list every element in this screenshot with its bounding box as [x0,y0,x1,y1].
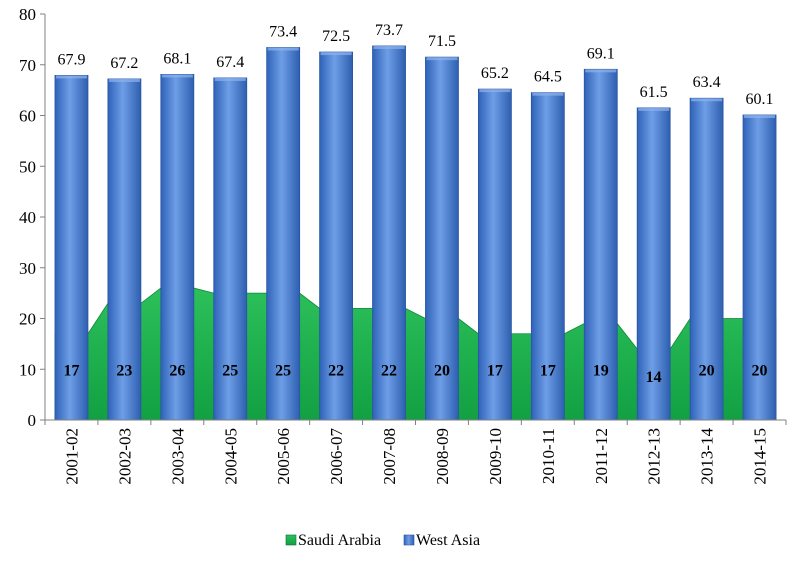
data-label-west-asia-2008-09: 71.5 [428,33,456,50]
data-label-saudi-arabia-2006-07: 22 [328,362,344,379]
data-label-west-asia-2009-10: 65.2 [481,65,509,82]
x-tick-label-2005-06: 2005-06 [274,428,293,485]
bar-west-asia-2003-04 [160,73,195,421]
x-tick-label-2011-12: 2011-12 [592,428,611,484]
data-label-saudi-arabia-2014-15: 20 [752,362,768,379]
bar-highlight-2007-08 [373,45,405,49]
data-label-west-asia-2013-14: 63.4 [693,74,721,91]
x-tick-label-2003-04: 2003-04 [168,428,187,485]
bar-highlight-2012-13 [638,107,670,111]
data-label-saudi-arabia-2012-13: 14 [646,369,662,386]
data-label-saudi-arabia-2009-10: 17 [487,362,503,379]
data-label-west-asia-2006-07: 72.5 [322,28,350,45]
y-tick-label-20: 20 [19,310,36,329]
y-tick-label-50: 50 [19,157,36,176]
bar-west-asia-2001-02 [54,75,89,421]
data-label-west-asia-2010-11: 64.5 [534,69,562,86]
data-label-saudi-arabia-2007-08: 22 [381,362,397,379]
bar-west-asia-2013-14 [689,97,724,421]
x-tick-label-2013-14: 2013-14 [698,428,717,485]
y-tick-label-40: 40 [19,208,36,227]
bar-highlight-2004-05 [214,77,246,81]
data-label-west-asia-2012-13: 61.5 [640,84,668,101]
bar-highlight-2010-11 [532,92,564,96]
data-label-west-asia-2001-02: 67.9 [57,51,85,68]
bar-layer [54,45,777,421]
bar-west-asia-2011-12 [583,68,618,421]
bar-highlight-2014-15 [744,114,776,118]
x-tick-label-2001-02: 2001-02 [62,428,81,485]
data-label-saudi-arabia-2005-06: 25 [275,362,291,379]
bar-highlight-2009-10 [479,89,511,93]
y-tick-label-60: 60 [19,107,36,126]
x-tick-label-2007-08: 2007-08 [380,428,399,485]
bar-highlight-2003-04 [161,74,193,78]
data-label-saudi-arabia-2002-03: 23 [116,362,132,379]
bar-highlight-2013-14 [691,98,723,102]
axis-layer: 0 10 20 30 40 50 60 70 80 2001-02 2002-03 2003-04 20… [19,5,787,485]
bar-west-asia-2006-07 [319,51,354,421]
legend-swatch-west-asia [403,534,415,546]
data-label-west-asia-2004-05: 67.4 [216,54,244,71]
data-label-saudi-arabia-2013-14: 20 [699,362,715,379]
x-tick-label-2006-07: 2006-07 [327,428,346,485]
data-label-west-asia-2005-06: 73.4 [269,23,297,40]
x-tick-label-2008-09: 2008-09 [433,428,452,485]
data-label-saudi-arabia-2011-12: 19 [593,362,609,379]
data-label-saudi-arabia-2008-09: 20 [434,362,450,379]
x-tick-label-2009-10: 2009-10 [486,428,505,485]
data-label-west-asia-2007-08: 73.7 [375,22,403,39]
x-tick-label-2010-11: 2010-11 [539,428,558,484]
bar-highlight-2011-12 [585,69,617,73]
data-label-saudi-arabia-2004-05: 25 [222,362,238,379]
bar-highlight-2002-03 [108,78,140,82]
bar-west-asia-2007-08 [372,45,406,421]
bar-west-asia-2012-13 [636,107,671,421]
x-tick-label-2004-05: 2004-05 [221,428,240,485]
bar-west-asia-2010-11 [530,92,565,421]
legend: Saudi Arabia West Asia [285,532,480,549]
data-label-west-asia-2014-15: 60.1 [746,91,774,108]
legend-swatch-saudi-arabia [285,534,297,546]
x-tick-label-2014-15: 2014-15 [751,428,770,485]
bar-highlight-2001-02 [55,75,87,79]
y-tick-label-70: 70 [19,56,36,75]
legend-label-saudi-arabia: Saudi Arabia [298,532,381,549]
bar-west-asia-2009-10 [477,88,512,421]
data-label-west-asia-2002-03: 67.2 [110,55,138,72]
y-tick-label-10: 10 [19,360,36,379]
data-label-west-asia-2003-04: 68.1 [163,50,191,67]
bar-highlight-2008-09 [426,57,458,61]
label-layer: 67.9 67.2 68.1 67.4 73.4 72.5 73.7 71.5 65.2 64.5… [57,22,773,386]
y-tick-label-30: 30 [19,259,36,278]
data-label-saudi-arabia-2010-11: 17 [540,362,556,379]
bar-west-asia-2005-06 [266,47,301,421]
bar-highlight-2005-06 [267,47,299,51]
bar-highlight-2006-07 [320,52,352,56]
bar-west-asia-2014-15 [742,114,777,421]
legend-label-west-asia: West Asia [416,532,480,549]
data-label-saudi-arabia-2003-04: 26 [169,362,185,379]
y-tick-label-0: 0 [28,411,37,430]
x-tick-label-2012-13: 2012-13 [645,428,664,485]
data-label-west-asia-2011-12: 69.1 [587,45,615,62]
y-tick-label-80: 80 [19,5,36,24]
data-label-saudi-arabia-2001-02: 17 [63,362,79,379]
x-tick-label-2002-03: 2002-03 [115,428,134,485]
